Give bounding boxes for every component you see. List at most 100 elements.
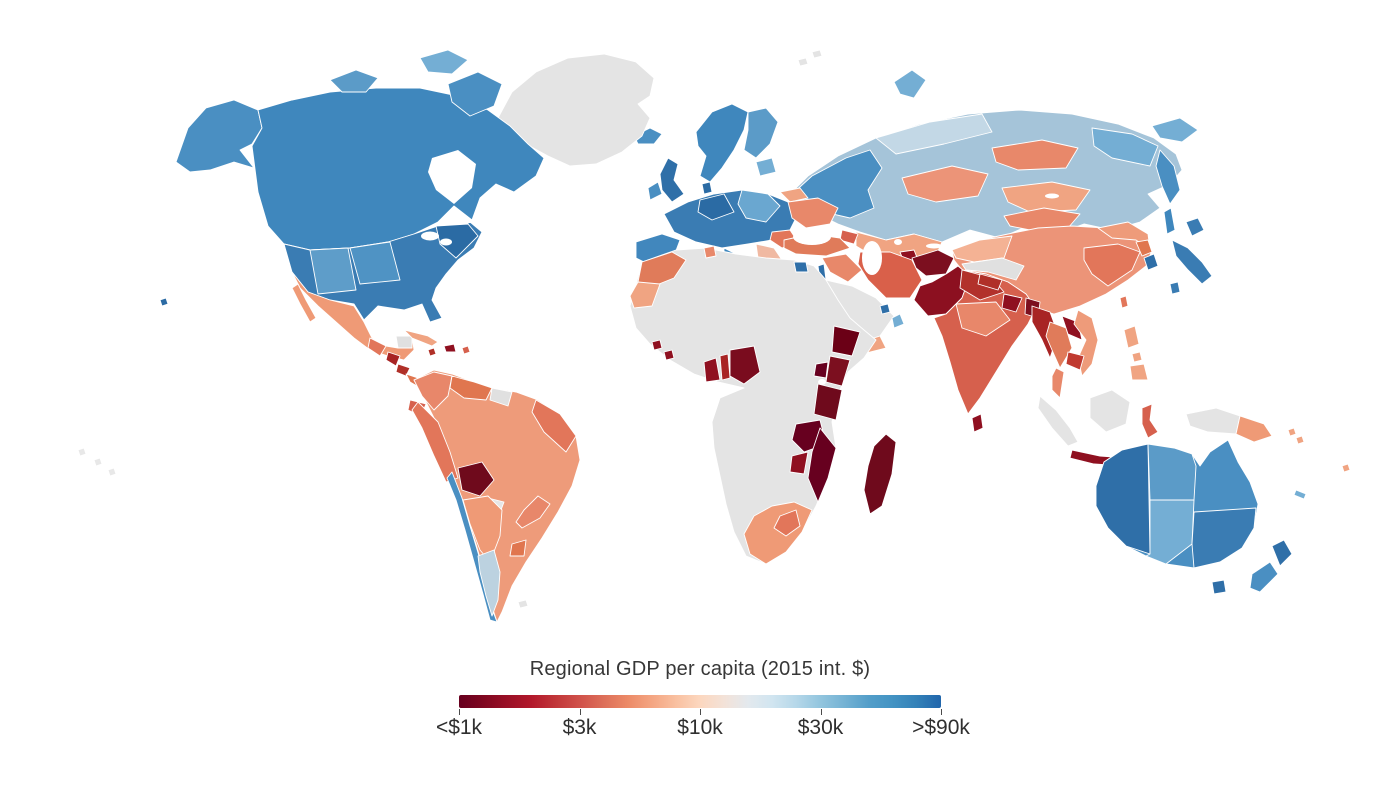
region-malaysia bbox=[1051, 367, 1065, 399]
legend-label-10k: $10k bbox=[677, 716, 723, 739]
region-north-korea bbox=[1135, 239, 1153, 257]
region-western-sahara bbox=[629, 281, 661, 309]
lake-balkhash bbox=[926, 243, 942, 249]
region-siberia-south-1 bbox=[901, 165, 989, 203]
great-lakes-east bbox=[440, 238, 452, 246]
region-australia-sa bbox=[1145, 499, 1195, 565]
legend-bar-wrap bbox=[459, 695, 942, 715]
region-solomon-2 bbox=[1295, 435, 1305, 445]
region-uk bbox=[659, 157, 685, 203]
region-brazil-south bbox=[515, 495, 551, 529]
region-oman bbox=[891, 313, 905, 329]
region-group-south-america bbox=[407, 369, 581, 623]
region-group-africa bbox=[629, 245, 897, 565]
region-guinea-1 bbox=[651, 339, 663, 351]
region-svalbard-2 bbox=[811, 49, 823, 59]
region-falklands bbox=[517, 599, 529, 609]
region-fiji bbox=[1341, 463, 1351, 473]
region-denmark bbox=[701, 181, 713, 195]
region-tasmania bbox=[1211, 579, 1227, 595]
region-madagascar bbox=[863, 433, 897, 515]
region-svalbard-1 bbox=[797, 57, 809, 67]
legend-label-30k: $30k bbox=[797, 716, 844, 739]
region-new-guinea-west bbox=[1185, 407, 1241, 435]
lake-baikal bbox=[1045, 193, 1059, 199]
region-benin-togo bbox=[719, 353, 731, 381]
region-baffin-island bbox=[447, 71, 503, 117]
region-tunisia bbox=[703, 245, 717, 259]
region-nicaragua bbox=[395, 363, 411, 377]
region-colombia bbox=[413, 371, 453, 411]
region-brazil-ne bbox=[531, 399, 577, 453]
region-new-caledonia bbox=[1293, 489, 1307, 500]
region-siberia-central bbox=[991, 139, 1079, 171]
region-mozambique bbox=[807, 427, 837, 503]
region-tibet bbox=[961, 257, 1025, 281]
region-belarus bbox=[779, 187, 809, 203]
region-yucatan bbox=[395, 335, 413, 349]
region-sri-lanka bbox=[971, 413, 984, 433]
region-pacific-islands-2 bbox=[93, 457, 103, 467]
region-japan-hokkaido bbox=[1185, 217, 1205, 237]
region-sakhalin bbox=[1163, 207, 1176, 235]
region-india-central bbox=[955, 301, 1011, 337]
region-zimbabwe bbox=[789, 451, 809, 475]
region-japan-honshu bbox=[1171, 239, 1213, 285]
region-kenya bbox=[825, 355, 851, 387]
legend-label-min: <$1k bbox=[435, 716, 483, 739]
region-hawaii bbox=[159, 297, 169, 307]
region-canada-arctic-ellesmere bbox=[419, 49, 469, 75]
region-group-north-america bbox=[159, 49, 655, 391]
region-hispaniola bbox=[443, 343, 457, 353]
region-canada bbox=[251, 87, 545, 251]
world-choropleth-map bbox=[77, 49, 1351, 623]
region-cambodia bbox=[1065, 351, 1085, 371]
region-russia-north bbox=[875, 113, 993, 155]
region-tanzania bbox=[813, 383, 843, 421]
region-pacific-islands-3 bbox=[107, 467, 117, 477]
legend-tick-1 bbox=[700, 709, 701, 715]
region-usa-mountain bbox=[309, 247, 357, 295]
region-south-korea bbox=[1143, 253, 1159, 271]
region-nz-south bbox=[1249, 561, 1279, 593]
legend: Regional GDP per capita (2015 int. $) <$… bbox=[0, 658, 1400, 744]
hudson-bay bbox=[428, 150, 476, 204]
region-guatemala-honduras bbox=[385, 351, 401, 367]
region-scandinavia bbox=[695, 103, 749, 183]
great-lakes-west bbox=[421, 231, 439, 241]
region-nepal bbox=[977, 273, 1003, 291]
region-gulf-states bbox=[879, 303, 891, 315]
region-alaska bbox=[175, 99, 263, 173]
region-philippines-mindanao bbox=[1129, 363, 1149, 381]
region-chukotka bbox=[1151, 117, 1199, 143]
region-group-east-asia bbox=[951, 217, 1213, 315]
region-guinea-2 bbox=[663, 349, 675, 361]
region-egypt-delta bbox=[793, 261, 809, 273]
region-peru bbox=[411, 401, 459, 483]
region-baja bbox=[291, 283, 317, 323]
region-ukraine bbox=[787, 197, 839, 229]
region-iceland bbox=[633, 127, 663, 145]
region-sumatra bbox=[1037, 395, 1079, 447]
region-mexico-south bbox=[367, 337, 387, 357]
region-group-oceania bbox=[77, 439, 1293, 595]
region-philippines-luzon bbox=[1123, 325, 1140, 349]
region-novaya-zemlya bbox=[893, 69, 927, 99]
region-bihar bbox=[1001, 293, 1023, 313]
legend-tick-3 bbox=[941, 709, 942, 715]
region-group-russia-north-asia bbox=[787, 49, 1199, 243]
region-usa-midwest bbox=[349, 241, 401, 285]
region-png bbox=[1235, 415, 1273, 443]
region-philippines-visayas bbox=[1131, 351, 1143, 363]
region-china-east bbox=[1083, 243, 1141, 287]
legend-gradient-bar bbox=[459, 695, 941, 708]
region-uganda bbox=[813, 361, 829, 379]
region-ghana bbox=[703, 357, 721, 383]
caspian-sea bbox=[862, 241, 882, 275]
region-venezuela bbox=[449, 375, 493, 401]
region-canada-arctic-victoria bbox=[329, 69, 379, 93]
region-usa-northeast bbox=[435, 223, 479, 259]
region-nigeria bbox=[729, 345, 761, 385]
region-east-siberia bbox=[1091, 127, 1159, 167]
region-argentina bbox=[462, 495, 503, 563]
